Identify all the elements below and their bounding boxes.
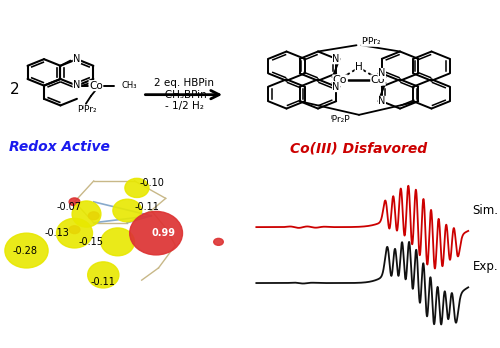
Ellipse shape — [130, 212, 182, 255]
Ellipse shape — [88, 212, 99, 220]
Ellipse shape — [88, 262, 119, 288]
Text: PⁱPr₂: PⁱPr₂ — [362, 37, 381, 46]
Text: Co: Co — [332, 75, 347, 85]
Ellipse shape — [214, 238, 224, 245]
Text: - 1/2 H₂: - 1/2 H₂ — [164, 102, 203, 111]
Text: -0.28: -0.28 — [12, 246, 37, 255]
Text: H: H — [355, 62, 363, 72]
Text: CH₃: CH₃ — [122, 81, 138, 90]
Ellipse shape — [56, 219, 92, 248]
Text: 2 eq. HBPin: 2 eq. HBPin — [154, 78, 214, 88]
Text: N: N — [332, 54, 340, 64]
Ellipse shape — [113, 199, 141, 222]
Ellipse shape — [72, 201, 101, 227]
Text: N: N — [378, 96, 386, 106]
Ellipse shape — [5, 233, 48, 268]
Text: Co: Co — [89, 81, 103, 90]
Text: 0.99: 0.99 — [152, 228, 176, 238]
Text: Co: Co — [371, 75, 385, 85]
Ellipse shape — [125, 178, 149, 197]
Text: ⁱPr₂P: ⁱPr₂P — [330, 114, 350, 124]
Text: N: N — [73, 80, 80, 89]
Text: Redox Active: Redox Active — [8, 140, 110, 154]
Text: -0.10: -0.10 — [140, 178, 164, 188]
Text: 2: 2 — [10, 82, 20, 97]
Text: Co(III) Disfavored: Co(III) Disfavored — [290, 142, 428, 156]
Text: -0.13: -0.13 — [45, 228, 70, 238]
Ellipse shape — [69, 198, 80, 206]
Text: -0.15: -0.15 — [78, 237, 104, 247]
Text: PⁱPr₂: PⁱPr₂ — [77, 105, 96, 114]
Ellipse shape — [101, 228, 134, 256]
Text: -0.11: -0.11 — [91, 277, 116, 287]
Text: Sim.: Sim. — [472, 204, 498, 217]
Text: Exp.: Exp. — [472, 260, 498, 273]
Text: -0.07: -0.07 — [56, 202, 82, 212]
Text: N: N — [332, 82, 340, 92]
Ellipse shape — [69, 226, 80, 234]
Text: N: N — [73, 54, 80, 64]
Text: N: N — [378, 69, 386, 78]
Text: N: N — [73, 81, 80, 90]
Text: -0.11: -0.11 — [134, 202, 160, 212]
Text: -CH₃BPin: -CH₃BPin — [161, 90, 207, 100]
